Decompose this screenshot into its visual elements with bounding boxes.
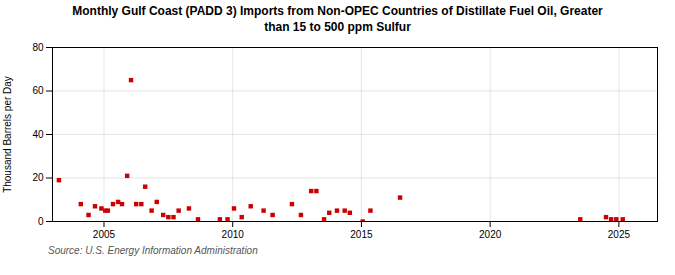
svg-text:2005: 2005 [93,229,116,240]
svg-text:60: 60 [32,85,44,96]
svg-text:2025: 2025 [608,229,631,240]
svg-text:Thousand Barrels per Day: Thousand Barrels per Day [2,76,13,193]
svg-text:40: 40 [32,129,44,140]
html-text:Source: U.S. Energy Informatio: Source: U.S. Energy Information Administ… [48,245,258,257]
svg-text:2010: 2010 [222,229,245,240]
svg-text:20: 20 [32,172,44,183]
svg-text:2020: 2020 [479,229,502,240]
html-text:Monthly Gulf Coast (PADD 3) Im: Monthly Gulf Coast (PADD 3) Imports from… [72,4,603,34]
svg-text:2015: 2015 [350,229,373,240]
svg-text:80: 80 [32,42,44,53]
svg-text:0: 0 [38,216,44,227]
